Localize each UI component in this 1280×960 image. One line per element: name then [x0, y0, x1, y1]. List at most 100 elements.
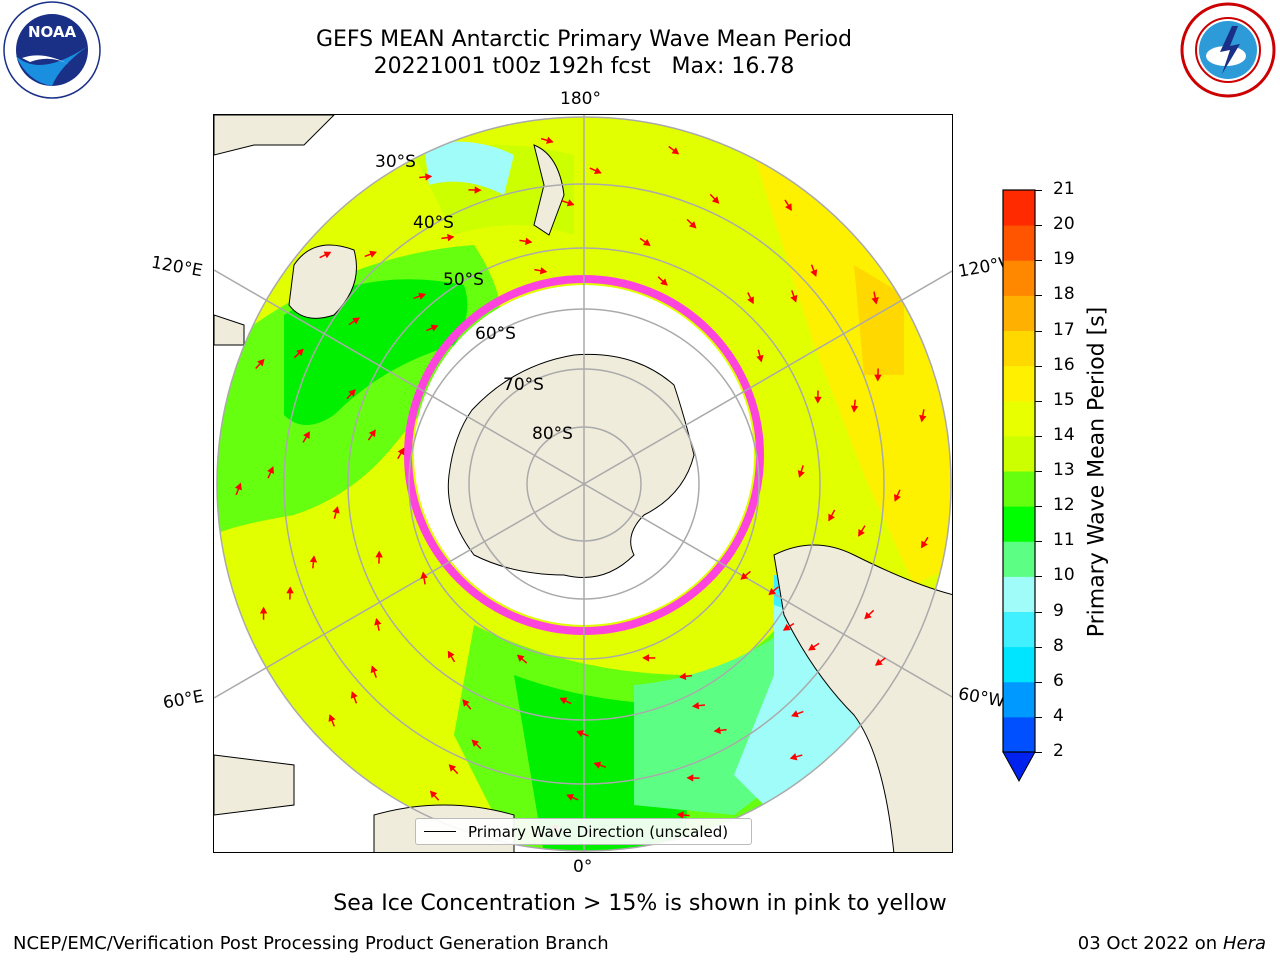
colorbar-cell [1003, 330, 1035, 367]
wave-arrow-head [747, 296, 754, 305]
lon-label-180: 180° [560, 89, 601, 109]
wave-arrow-head [686, 774, 694, 782]
wave-arrow-head [374, 618, 382, 626]
colorbar-cell [1003, 365, 1035, 402]
lat-label-30s: 30°S [375, 152, 416, 172]
noaa-logo: NOAA [3, 1, 101, 99]
wave-arrow-head [756, 354, 764, 363]
wave-arrow-head [576, 730, 584, 738]
wave-arrow-head [370, 665, 378, 674]
colorbar-tick-mark [1035, 541, 1042, 543]
colorbar-tick-label: 9 [1053, 600, 1064, 621]
colorbar-tick-label: 14 [1053, 424, 1075, 445]
wave-arrow-head [375, 550, 383, 558]
wave-arrow-head [688, 221, 697, 229]
footer-date: 03 Oct 2022 on Hera [1078, 933, 1266, 954]
wave-arrow-head [828, 513, 835, 522]
wave-arrow-head [303, 431, 310, 439]
nws-logo [1180, 2, 1276, 98]
colorbar-cell [1003, 506, 1035, 542]
wave-arrow-head [566, 794, 574, 801]
wave-arrow-head [348, 389, 356, 397]
footer-credit: NCEP/EMC/Verification Post Processing Pr… [13, 933, 609, 954]
colorbar-tick-mark [1035, 576, 1042, 578]
wave-arrow-head [257, 358, 265, 367]
colorbar-tick-mark [1035, 330, 1042, 332]
map-svg [214, 115, 952, 852]
wave-arrow-head [858, 529, 865, 537]
wave-arrow-head [462, 699, 470, 707]
wave-arrow-head [713, 726, 721, 735]
colorbar-cell [1003, 541, 1035, 577]
colorbar-tick-mark [1035, 190, 1042, 191]
wave-arrow-head [369, 250, 377, 258]
lat-label-40s: 40°S [413, 213, 454, 233]
colorbar-tick-mark [1035, 400, 1042, 402]
wave-arrow-head [234, 482, 242, 491]
wave-arrow-head [808, 643, 816, 651]
wave-arrow-head [323, 251, 332, 259]
colorbar-tick-label: 16 [1053, 354, 1075, 375]
colorbar-cell [1003, 611, 1035, 648]
map-frame [213, 114, 953, 853]
wave-arrow-head [782, 623, 791, 631]
wave-arrow-head [368, 429, 376, 438]
wave-arrow-head [768, 587, 777, 596]
wave-arrow-head [309, 555, 318, 563]
legend-line-swatch [424, 831, 456, 832]
colorbar-tick-mark [1035, 611, 1042, 613]
wave-arrow-head [350, 691, 358, 699]
lon-label-60e: 60°E [161, 686, 206, 714]
wave-arrow-head [642, 238, 651, 246]
wave-arrow-head [711, 196, 720, 204]
chart-subtitle: 20221001 t00z 192h fcst Max: 16.78 [373, 54, 795, 79]
lat-label-60s: 60°S [475, 324, 516, 344]
colorbar-tick-mark [1035, 260, 1042, 262]
colorbar-tick-label: 19 [1053, 249, 1075, 270]
wave-arrow-head [328, 714, 336, 722]
colorbar-tick-mark [1035, 646, 1042, 648]
map-legend: Primary Wave Direction (unscaled) [415, 818, 752, 845]
wave-arrow-head [352, 317, 360, 325]
colorbar-tick-label: 21 [1053, 179, 1075, 199]
chart-title: GEFS MEAN Antarctic Primary Wave Mean Pe… [315, 27, 853, 52]
wave-arrow-head [676, 811, 684, 819]
wave-arrow-head [286, 586, 294, 594]
lon-label-60w: 60°W [956, 684, 1007, 712]
colorbar-tick-mark [1035, 365, 1042, 367]
colorbar-cell [1003, 681, 1035, 718]
colorbar-tick-label: 11 [1053, 530, 1075, 551]
wave-arrow-head [425, 173, 433, 181]
noaa-logo-text: NOAA [28, 23, 77, 41]
lat-label-70s: 70°S [503, 375, 544, 395]
wave-arrow-head [593, 761, 602, 769]
colorbar-tick-mark [1035, 681, 1042, 683]
colorbar-tick-label: 17 [1053, 319, 1075, 340]
colorbar-tick-mark [1035, 752, 1042, 753]
wave-arrow-head [671, 147, 680, 155]
wave-arrow-head [259, 606, 268, 614]
colorbar-cell [1003, 295, 1035, 331]
wave-arrow-head [797, 470, 805, 478]
wave-arrow-head [864, 611, 872, 620]
wave-arrow-head [559, 697, 568, 705]
colorbar-tick-label: 10 [1053, 565, 1075, 586]
wave-arrow-head [566, 199, 575, 207]
wave-arrow-head [919, 414, 927, 423]
colorbar-cell [1003, 471, 1035, 507]
wave-arrow-head [692, 701, 700, 710]
wave-arrow-head [814, 396, 822, 404]
wave-arrow-head [894, 494, 901, 502]
wave-arrow-head [874, 374, 882, 382]
colorbar-cell [1003, 435, 1035, 472]
colorbar-cell [1003, 576, 1035, 612]
footer-date-text: 03 Oct 2022 on [1077, 933, 1223, 954]
colorbar-tick-label: 13 [1053, 460, 1075, 480]
colorbar-tick-mark [1035, 295, 1042, 297]
wave-arrow-head [516, 654, 525, 662]
wave-arrow-head [332, 506, 340, 514]
wave-arrow-head [430, 324, 439, 332]
colorbar-tick-label: 15 [1053, 389, 1075, 410]
colorbar-tick-label: 4 [1053, 705, 1064, 726]
colorbar-cell [1003, 646, 1035, 683]
